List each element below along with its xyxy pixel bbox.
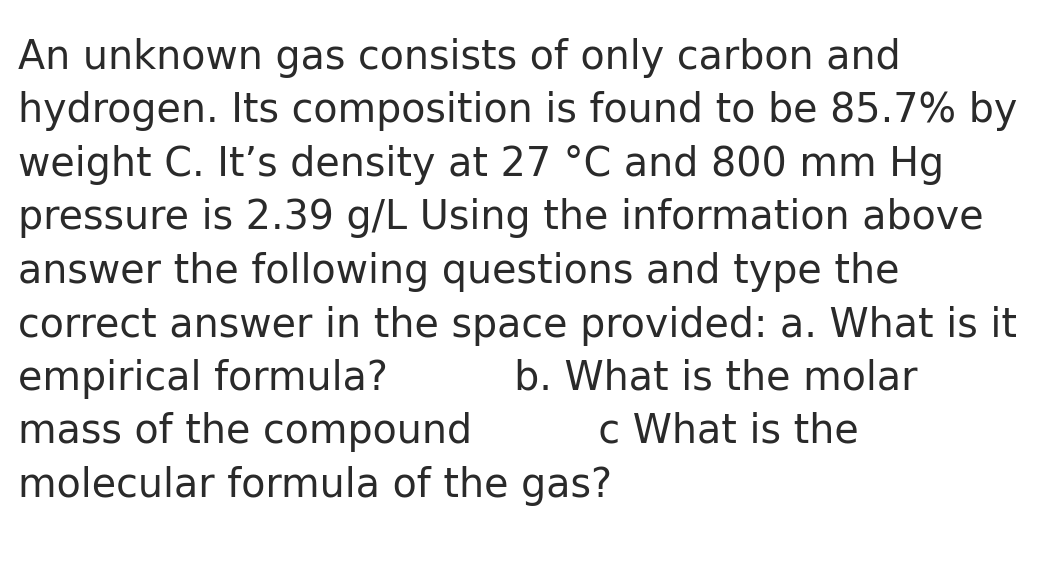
Text: correct answer in the space provided: a. What is it: correct answer in the space provided: a.…	[18, 306, 1017, 346]
Text: pressure is 2.39 g/L Using the information above: pressure is 2.39 g/L Using the informati…	[18, 198, 984, 238]
Text: molecular formula of the gas?: molecular formula of the gas?	[18, 466, 612, 506]
Text: answer the following questions and type the: answer the following questions and type …	[18, 252, 900, 292]
Text: empirical formula?          b. What is the molar: empirical formula? b. What is the molar	[18, 359, 917, 399]
Text: mass of the compound          c What is the: mass of the compound c What is the	[18, 412, 859, 453]
Text: An unknown gas consists of only carbon and: An unknown gas consists of only carbon a…	[18, 38, 901, 78]
Text: hydrogen. Its composition is found to be 85.7% by: hydrogen. Its composition is found to be…	[18, 92, 1017, 132]
Text: weight C. It’s density at 27 °C and 800 mm Hg: weight C. It’s density at 27 °C and 800 …	[18, 145, 944, 185]
